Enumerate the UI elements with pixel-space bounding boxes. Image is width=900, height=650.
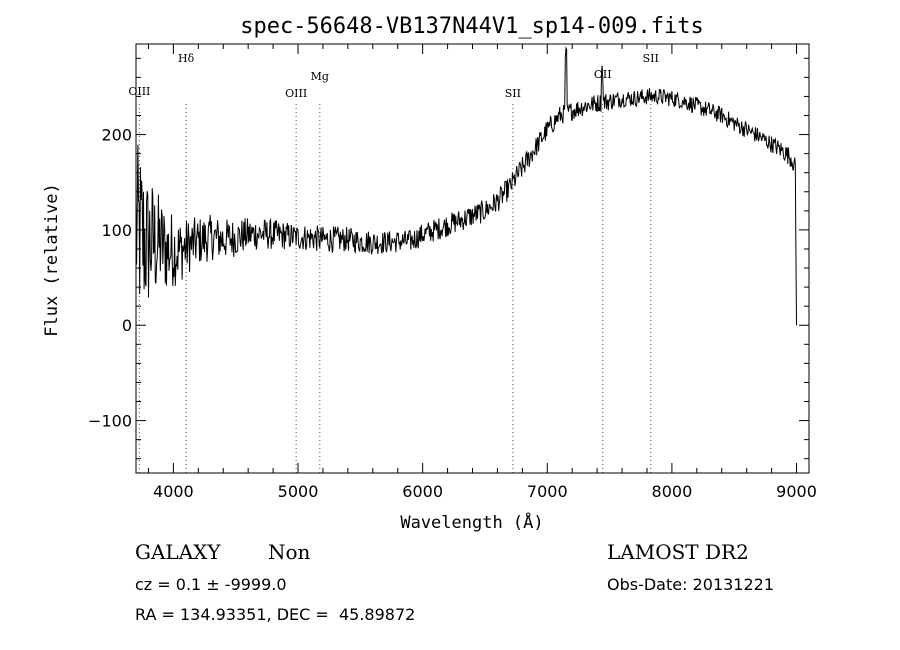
redshift-line: cz = 0.1 ± -9999.0 <box>135 575 287 594</box>
x-tick-label: 6000 <box>402 482 443 501</box>
y-tick-label: 100 <box>101 221 132 240</box>
obs-date: Obs-Date: 20131221 <box>607 575 775 594</box>
line-marker-label: Mg <box>311 70 329 83</box>
x-axis-label: Wavelength (Å) <box>400 511 543 533</box>
line-marker-label: SII <box>643 52 659 65</box>
line-marker-label: OIII <box>285 87 307 100</box>
line-marker-label: Hδ <box>178 52 195 65</box>
x-tick-label: 5000 <box>278 482 319 501</box>
coordinates: RA = 134.93351, DEC = 45.89872 <box>135 605 416 624</box>
object-type: GALAXY <box>135 540 221 564</box>
y-tick-label: 0 <box>122 316 132 335</box>
chart-marks: 4000 5000 6000 7000 8000 9000 −100 0 100 200 OIII H… <box>88 44 817 501</box>
y-axis-label: Flux (relative) <box>42 183 62 337</box>
plot-frame <box>135 43 810 474</box>
x-tick-label: 4000 <box>153 482 194 501</box>
line-marker-label: OIII <box>128 85 150 98</box>
object-subclass: Non <box>268 540 311 564</box>
x-tick-label: 7000 <box>527 482 568 501</box>
x-tick-label: 9000 <box>776 482 817 501</box>
x-tick-label: 8000 <box>652 482 693 501</box>
survey-name: LAMOST DR2 <box>607 540 749 564</box>
y-tick-label: −100 <box>88 412 132 431</box>
spectrum-line <box>135 46 797 326</box>
line-marker-label: SII <box>505 87 521 100</box>
y-tick-label: 200 <box>101 126 132 145</box>
chart-title: spec-56648-VB137N44V1_sp14-009.fits <box>240 14 704 39</box>
